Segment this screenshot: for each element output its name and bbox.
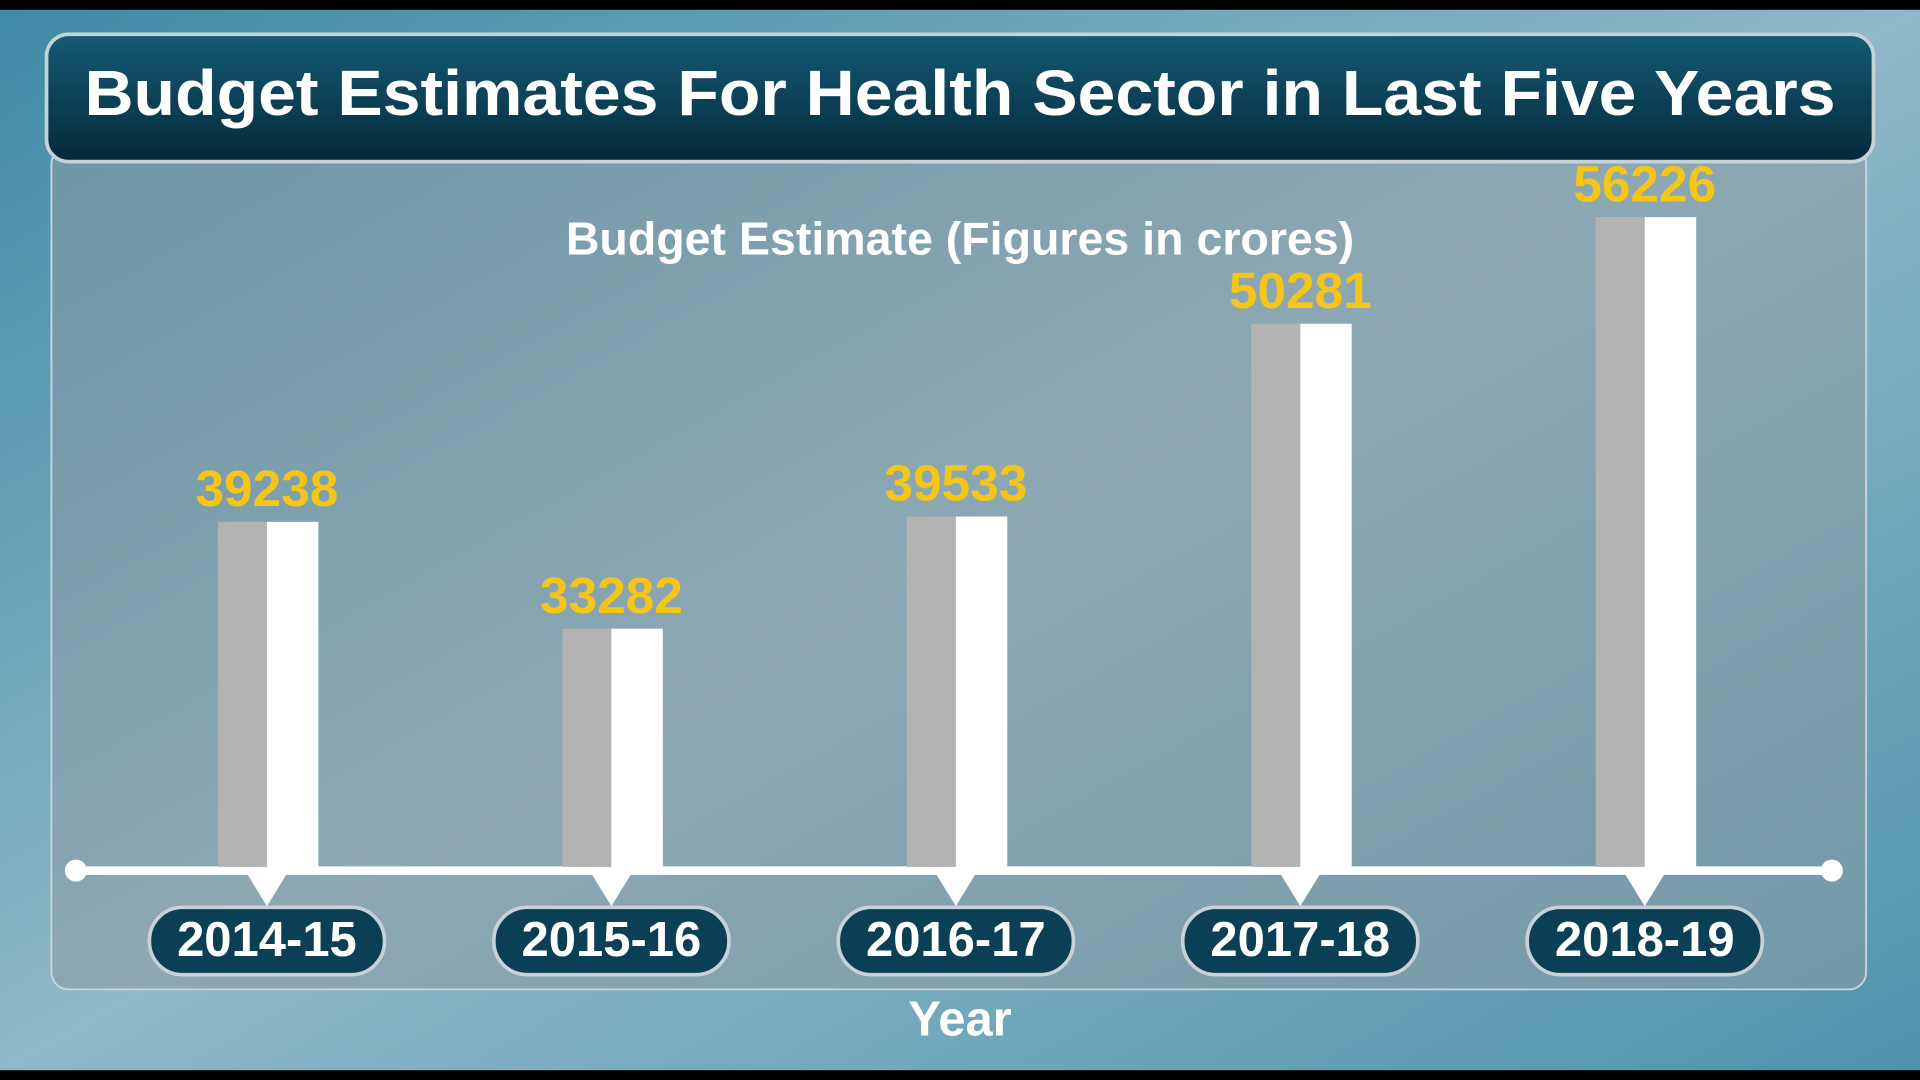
category-pill [491, 905, 731, 977]
bar-shadow [562, 628, 612, 867]
axis-pointer [1625, 874, 1665, 907]
title-banner [44, 32, 1876, 164]
chart-title: Budget Estimates For Health Sector in La… [84, 58, 1835, 129]
value-label: 50281 [1229, 261, 1372, 319]
x-axis-label: Year [908, 992, 1012, 1046]
axis-pointer [1280, 874, 1320, 907]
bar [1300, 323, 1352, 867]
x-tick-label: 2016-17 [866, 913, 1046, 967]
bar [1644, 217, 1697, 867]
category-pill [1180, 905, 1420, 977]
axis-end [1820, 859, 1843, 882]
bar [955, 516, 1008, 867]
value-label: 39533 [884, 454, 1027, 512]
x-tick-label: 2015-16 [522, 913, 702, 967]
x-tick-label: 2017-18 [1210, 913, 1390, 967]
category-pill [836, 905, 1076, 977]
category-pill [1525, 905, 1765, 977]
bar-shadow [906, 516, 956, 867]
value-label: 39238 [195, 459, 338, 517]
category-pill [147, 905, 387, 977]
chart-subtitle: Budget Estimate (Figures in crores) [566, 213, 1354, 265]
bar-shadow [1251, 323, 1301, 867]
bar-shadow [217, 521, 267, 867]
bar-shadow [1595, 217, 1645, 867]
x-tick-label: 2018-19 [1555, 913, 1735, 967]
axis-pointer [247, 874, 287, 907]
bar [266, 521, 319, 867]
value-label: 56226 [1573, 154, 1716, 212]
axis-end [64, 859, 87, 882]
x-tick-label: 2014-15 [177, 913, 357, 967]
bar [611, 628, 663, 867]
axis-pointer [936, 874, 976, 907]
value-label: 33282 [540, 566, 683, 624]
axis-pointer [591, 874, 631, 907]
